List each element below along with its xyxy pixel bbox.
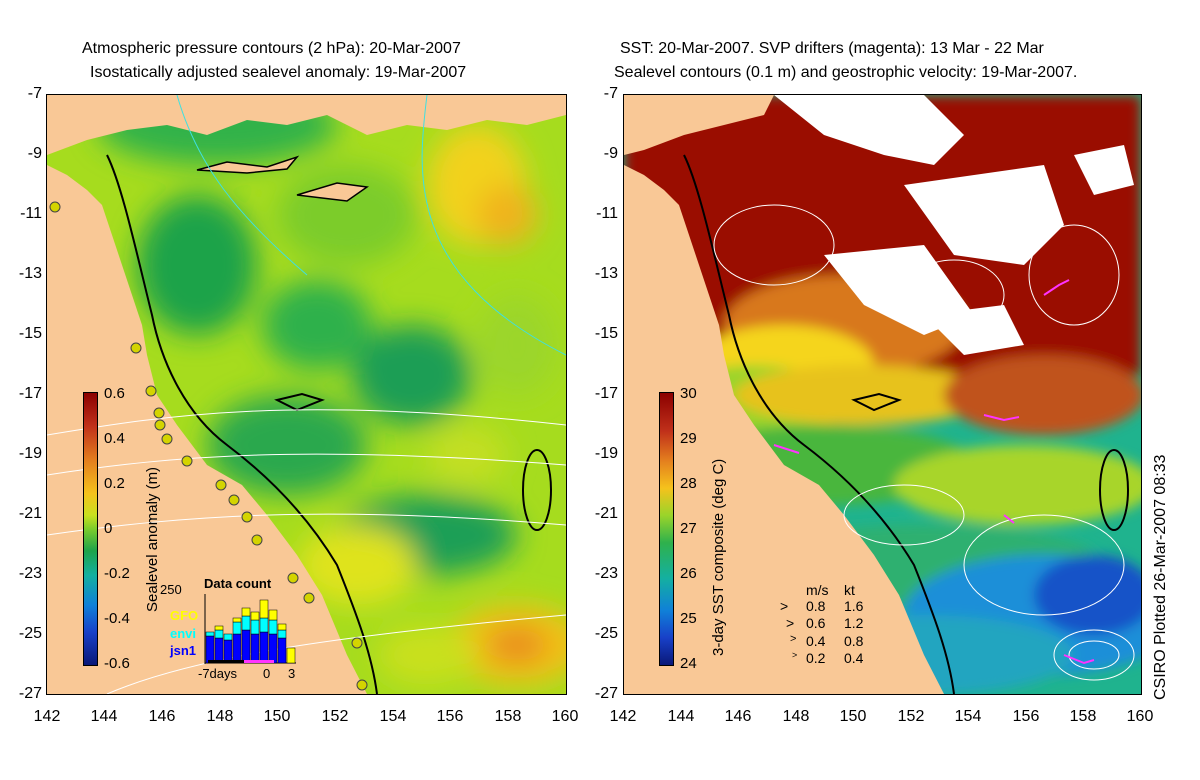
velocity-header-kt: kt	[844, 582, 855, 598]
satellite-gfo: GFO	[170, 608, 199, 623]
left-x-tick: 156	[436, 708, 464, 725]
right-x-tick: 160	[1126, 708, 1154, 725]
right-y-tick: -21	[594, 505, 618, 522]
left-y-tick: -11	[20, 205, 42, 222]
left-x-tick: 144	[90, 708, 118, 725]
left-y-tick: -21	[18, 505, 42, 522]
sst-colorbar-tick: 27	[680, 520, 697, 537]
velocity-row-kt: 1.6	[844, 598, 864, 614]
left-y-tick: -17	[18, 385, 42, 402]
velocity-row-ms: 0.2	[806, 650, 826, 666]
sst-map-svg	[624, 95, 1141, 694]
velocity-legend: m/s kt > 0.8 1.6 > 0.6 1.2 > 0.4 0.8 > 0…	[778, 582, 878, 672]
velocity-row-arrow: >	[792, 650, 798, 660]
right-y-tick: -23	[594, 565, 618, 582]
left-y-tick: -13	[18, 265, 42, 282]
velocity-row-kt: 0.4	[844, 650, 864, 666]
right-x-tick: 154	[954, 708, 982, 725]
right-x-tick: 142	[609, 708, 637, 725]
sealevel-colorbar-tick: 0.4	[104, 430, 125, 447]
right-x-tick: 146	[724, 708, 752, 725]
left-x-tick: 152	[321, 708, 349, 725]
data-count-title: Data count	[204, 576, 272, 591]
left-y-tick: -25	[18, 625, 42, 642]
sealevel-colorbar-tick: -0.4	[104, 610, 130, 627]
velocity-header-ms: m/s	[806, 582, 829, 598]
sealevel-colorbar-tick: -0.6	[104, 655, 130, 672]
right-y-tick: -27	[594, 685, 618, 702]
data-count-xtick: -7days	[198, 666, 238, 681]
right-x-tick: 150	[839, 708, 867, 725]
left-x-tick: 160	[551, 708, 579, 725]
sealevel-anomaly-map-svg	[47, 95, 566, 694]
right-x-tick: 156	[1012, 708, 1040, 725]
data-count-xtick: 3	[288, 666, 296, 681]
left-x-tick: 150	[263, 708, 291, 725]
satellite-envi: envi	[170, 626, 197, 641]
satellite-jsn1: jsn1	[170, 643, 197, 658]
velocity-row-ms: 0.4	[806, 633, 826, 649]
sst-colorbar-label: 3-day SST composite (deg C)	[710, 458, 727, 656]
plot-credit: CSIRO Plotted 26-Mar-2007 08:33	[1152, 454, 1169, 700]
sst-colorbar-tick: 29	[680, 430, 697, 447]
left-x-tick: 154	[379, 708, 407, 725]
sst-map	[623, 94, 1142, 695]
velocity-row-ms: 0.6	[806, 615, 826, 631]
sst-colorbar-tick: 25	[680, 610, 697, 627]
sst-colorbar-tick: 28	[680, 475, 697, 492]
sst-colorbar-tick: 24	[680, 655, 697, 672]
right-y-tick: -13	[594, 265, 618, 282]
sealevel-colorbar-label: Sealevel anomaly (m)	[144, 466, 161, 612]
sealevel-colorbar	[83, 392, 98, 666]
velocity-row-kt: 0.8	[844, 633, 864, 649]
velocity-row-arrow: >	[786, 615, 795, 631]
left-y-tick: -9	[27, 145, 42, 162]
data-count-histogram	[204, 594, 296, 664]
left-y-tick: -15	[18, 325, 42, 342]
sst-colorbar	[659, 392, 674, 666]
left-x-tick: 142	[33, 708, 61, 725]
left-y-tick: -19	[18, 445, 42, 462]
left-y-tick: -27	[18, 685, 42, 702]
left-x-tick: 146	[148, 708, 176, 725]
left-x-tick: 148	[206, 708, 234, 725]
sealevel-colorbar-tick: 0.6	[104, 385, 125, 402]
sealevel-colorbar-tick: 0	[104, 520, 113, 537]
data-count-inset: Data count 250 GFO envi jsn1 -7days 0 3	[160, 576, 300, 686]
right-x-tick: 144	[667, 708, 695, 725]
velocity-row-ms: 0.8	[806, 598, 826, 614]
sst-colorbar-tick: 30	[680, 385, 697, 402]
left-y-tick: -23	[18, 565, 42, 582]
left-title-line2: Isostatically adjusted sealevel anomaly:…	[90, 64, 467, 81]
right-y-tick: -25	[594, 625, 618, 642]
left-x-tick: 158	[494, 708, 522, 725]
right-y-tick: -17	[594, 385, 618, 402]
right-y-tick: -11	[596, 205, 618, 222]
right-title-line2: Sealevel contours (0.1 m) and geostrophi…	[614, 64, 1078, 81]
left-title-line1: Atmospheric pressure contours (2 hPa): 2…	[82, 40, 461, 57]
velocity-row-kt: 1.2	[844, 615, 864, 631]
right-y-tick: -7	[603, 85, 618, 102]
right-title-line1: SST: 20-Mar-2007. SVP drifters (magenta)…	[620, 40, 1044, 57]
right-x-tick: 158	[1069, 708, 1097, 725]
right-y-tick: -9	[603, 145, 618, 162]
right-x-tick: 152	[897, 708, 925, 725]
right-y-tick: -19	[594, 445, 618, 462]
left-y-tick: -7	[27, 85, 42, 102]
sealevel-colorbar-tick: 0.2	[104, 475, 125, 492]
sealevel-colorbar-tick: -0.2	[104, 565, 130, 582]
data-count-xtick: 0	[263, 666, 271, 681]
velocity-row-arrow: >	[780, 598, 789, 614]
data-count-ymax: 250	[160, 582, 182, 597]
sealevel-anomaly-map	[46, 94, 567, 695]
velocity-row-arrow: >	[790, 633, 797, 645]
right-x-tick: 148	[782, 708, 810, 725]
sst-colorbar-tick: 26	[680, 565, 697, 582]
right-y-tick: -15	[594, 325, 618, 342]
